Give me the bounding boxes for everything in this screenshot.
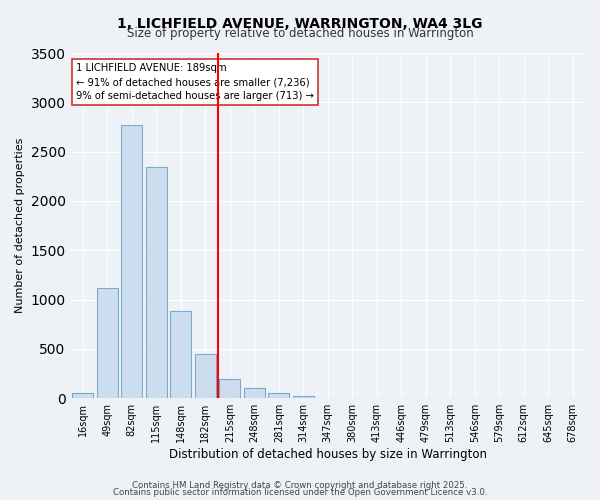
Text: 1, LICHFIELD AVENUE, WARRINGTON, WA4 3LG: 1, LICHFIELD AVENUE, WARRINGTON, WA4 3LG	[117, 18, 483, 32]
Bar	[220, 379, 240, 398]
Text: Contains HM Land Registry data © Crown copyright and database right 2025.: Contains HM Land Registry data © Crown c…	[132, 480, 468, 490]
Text: Contains public sector information licensed under the Open Government Licence v3: Contains public sector information licen…	[113, 488, 487, 497]
Bar	[268, 394, 289, 398]
Bar	[293, 396, 314, 398]
Bar	[244, 388, 265, 398]
Bar	[121, 125, 142, 398]
Bar	[195, 354, 215, 398]
Bar	[97, 288, 118, 398]
X-axis label: Distribution of detached houses by size in Warrington: Distribution of detached houses by size …	[169, 448, 487, 461]
Bar	[170, 312, 191, 398]
Text: 1 LICHFIELD AVENUE: 189sqm
← 91% of detached houses are smaller (7,236)
9% of se: 1 LICHFIELD AVENUE: 189sqm ← 91% of deta…	[76, 64, 314, 102]
Bar	[73, 394, 93, 398]
Y-axis label: Number of detached properties: Number of detached properties	[15, 138, 25, 314]
Bar	[146, 168, 167, 398]
Text: Size of property relative to detached houses in Warrington: Size of property relative to detached ho…	[127, 28, 473, 40]
